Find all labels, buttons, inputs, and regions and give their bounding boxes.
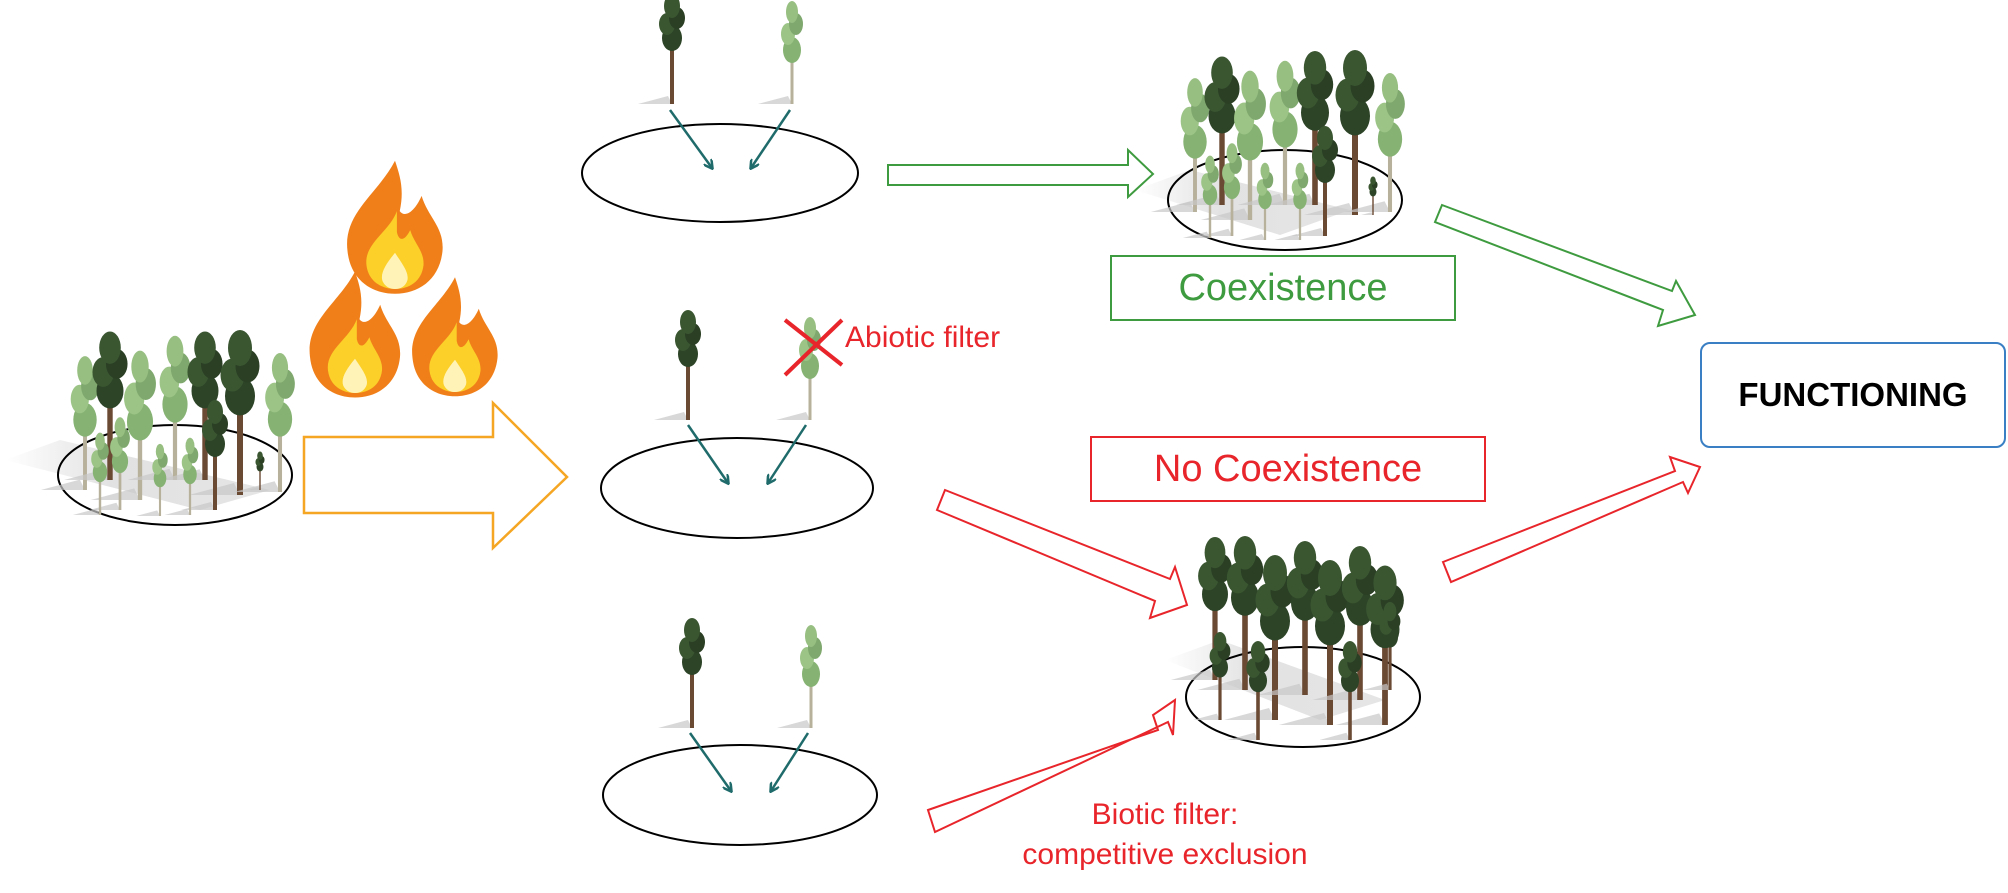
arrow-biotic-to-no-coexistence (926, 698, 1177, 834)
no-coexistence-label: No Coexistence (1090, 436, 1486, 502)
middle-colonization-plot (600, 310, 874, 539)
plot-ellipse (600, 437, 874, 539)
functioning-label: FUNCTIONING (1700, 342, 2006, 448)
red-x-icon (783, 318, 844, 377)
biotic-filter-line1: Biotic filter: (1091, 798, 1239, 831)
fire-icon (309, 160, 498, 398)
tree-cluster (1170, 536, 1404, 740)
light-broadleaf-tree-icon (777, 625, 822, 728)
arrow-to-coexistence (887, 147, 1155, 200)
plot-ellipse (581, 123, 859, 223)
no-coexistence-text: No Coexistence (1153, 447, 1423, 490)
coexistence-text: Coexistence (1178, 266, 1388, 309)
abiotic-filter-label: Abiotic filter (845, 321, 1001, 354)
initial-community (5, 330, 295, 526)
top-colonization-plot (581, 0, 859, 223)
dark-pine-tree-icon (654, 310, 701, 420)
coexistence-community (1135, 50, 1405, 251)
arrow-no-coexistence-to-functioning (1441, 455, 1702, 584)
arrow-abiotic-to-no-coexistence (935, 488, 1189, 620)
functioning-text: FUNCTIONING (1738, 376, 1968, 413)
light-broadleaf-tree-icon (758, 1, 803, 104)
no-coexistence-community (1165, 536, 1421, 748)
coexistence-label: Coexistence (1110, 255, 1456, 321)
bottom-colonization-plot (602, 618, 878, 846)
biotic-filter-label: Biotic filter: competitive exclusion (1000, 795, 1330, 875)
dark-pine-tree-icon (658, 618, 705, 728)
biotic-filter-line2: competitive exclusion (1022, 838, 1308, 871)
arrow-coexistence-to-functioning (1433, 203, 1697, 328)
disturbance-arrow (302, 399, 569, 551)
plot-ellipse (602, 744, 878, 846)
dark-pine-tree-icon (638, 0, 685, 104)
